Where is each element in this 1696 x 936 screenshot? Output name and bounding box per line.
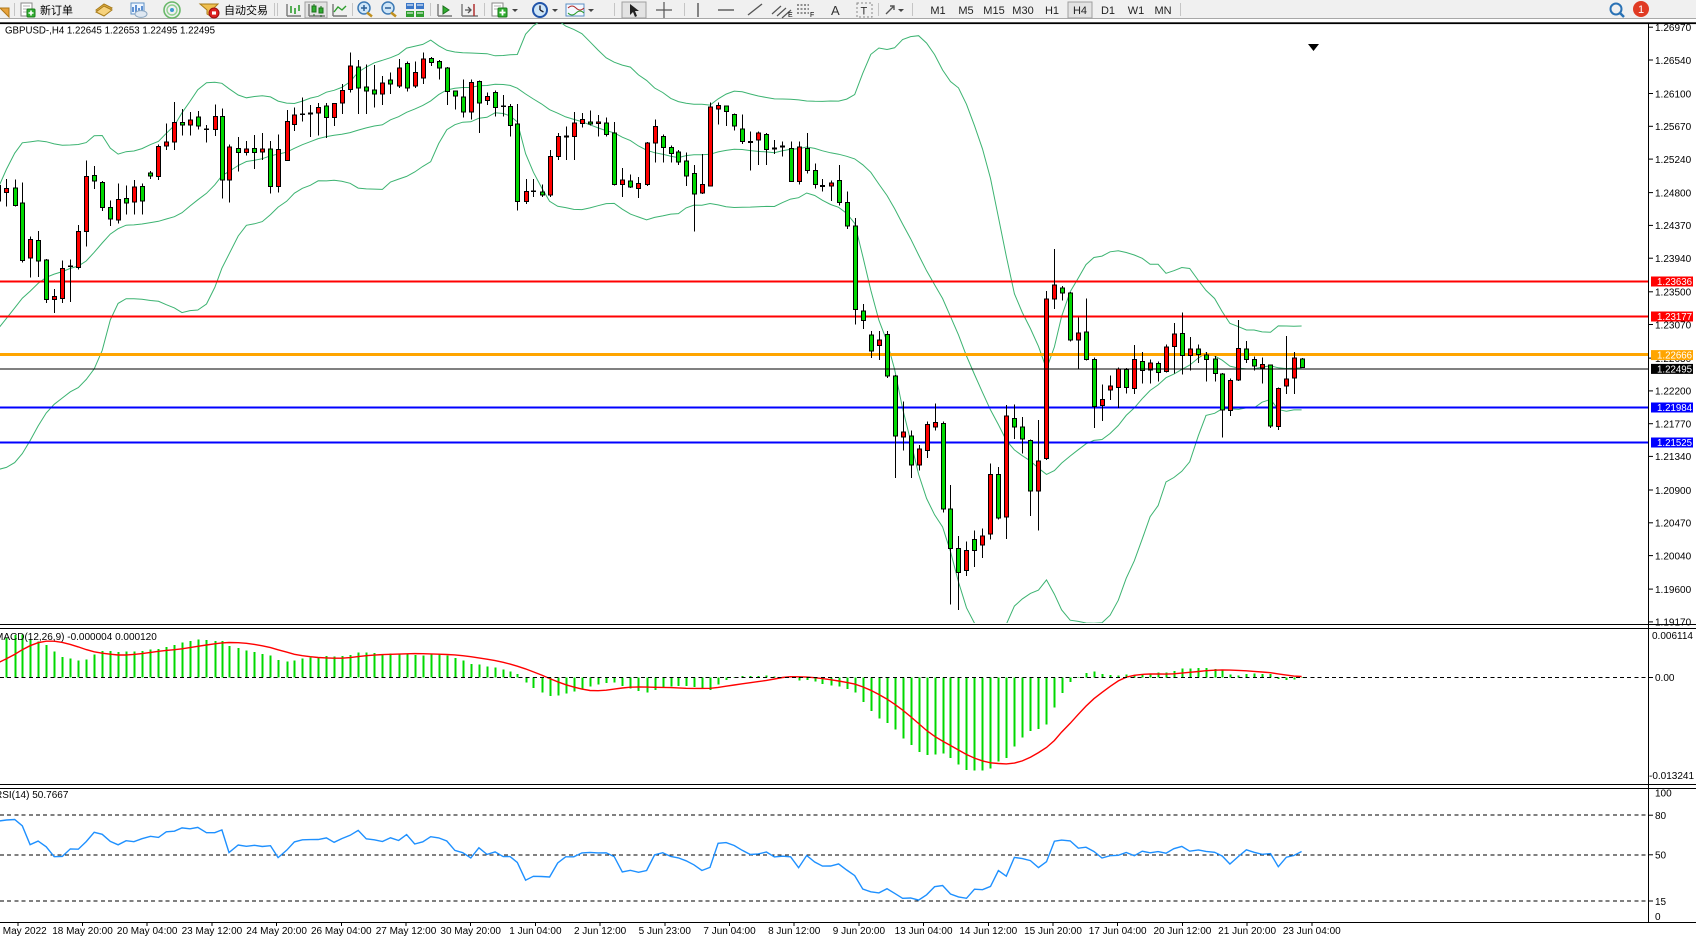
svg-text:13 Jun 04:00: 13 Jun 04:00 <box>895 926 953 936</box>
svg-text:20 May 04:00: 20 May 04:00 <box>117 926 178 936</box>
svg-text:23 Jun 04:00: 23 Jun 04:00 <box>1283 926 1341 936</box>
svg-text:1 Jun 04:00: 1 Jun 04:00 <box>509 926 562 936</box>
svg-text:0: 0 <box>1655 912 1661 923</box>
svg-text:1.21340: 1.21340 <box>1655 452 1692 463</box>
svg-text:50: 50 <box>1655 851 1667 862</box>
svg-text:1.25240: 1.25240 <box>1655 155 1692 166</box>
svg-text:1.22200: 1.22200 <box>1655 387 1692 398</box>
svg-text:18 May 20:00: 18 May 20:00 <box>52 926 113 936</box>
svg-text:1.23070: 1.23070 <box>1655 320 1692 331</box>
svg-text:M5: M5 <box>958 5 973 17</box>
svg-text:9 Jun 20:00: 9 Jun 20:00 <box>833 926 886 936</box>
svg-text:M15: M15 <box>983 5 1004 17</box>
svg-text:1.23636: 1.23636 <box>1657 277 1692 288</box>
svg-text:1.20470: 1.20470 <box>1655 519 1692 530</box>
svg-text:E: E <box>788 12 793 19</box>
svg-text:1.23500: 1.23500 <box>1655 288 1692 299</box>
svg-text:D1: D1 <box>1101 5 1115 17</box>
svg-text:23 May 12:00: 23 May 12:00 <box>182 926 243 936</box>
svg-text:1.23177: 1.23177 <box>1657 312 1692 323</box>
svg-text:1.21770: 1.21770 <box>1655 420 1692 431</box>
svg-text:1.21984: 1.21984 <box>1657 403 1693 414</box>
svg-text:1.26100: 1.26100 <box>1655 89 1692 100</box>
svg-text:F: F <box>810 12 814 19</box>
svg-text:0.00: 0.00 <box>1655 673 1675 684</box>
svg-text:1.23940: 1.23940 <box>1655 254 1692 265</box>
svg-text:1.19170: 1.19170 <box>1655 618 1692 629</box>
svg-text:5 Jun 23:00: 5 Jun 23:00 <box>639 926 692 936</box>
svg-text:17 May 2022: 17 May 2022 <box>0 926 47 936</box>
svg-text:-0.013241: -0.013241 <box>1649 771 1694 782</box>
svg-text:1.26970: 1.26970 <box>1655 23 1692 34</box>
svg-text:A: A <box>831 3 840 18</box>
svg-text:15: 15 <box>1655 897 1667 908</box>
svg-text:T: T <box>861 6 868 18</box>
svg-text:新订单: 新订单 <box>40 3 73 17</box>
svg-text:80: 80 <box>1655 811 1667 822</box>
svg-text:17 Jun 04:00: 17 Jun 04:00 <box>1089 926 1147 936</box>
svg-text:1.21525: 1.21525 <box>1657 438 1692 449</box>
svg-text:2 Jun 12:00: 2 Jun 12:00 <box>574 926 627 936</box>
svg-text:H4: H4 <box>1073 5 1087 17</box>
svg-text:15 Jun 20:00: 15 Jun 20:00 <box>1024 926 1082 936</box>
svg-text:1.24370: 1.24370 <box>1655 221 1692 232</box>
svg-text:0.006114: 0.006114 <box>1652 631 1693 642</box>
svg-text:M30: M30 <box>1012 5 1033 17</box>
svg-text:H1: H1 <box>1045 5 1059 17</box>
svg-text:27 May 12:00: 27 May 12:00 <box>376 926 437 936</box>
svg-text:20 Jun 12:00: 20 Jun 12:00 <box>1153 926 1211 936</box>
svg-text:7 Jun 04:00: 7 Jun 04:00 <box>703 926 756 936</box>
svg-text:1.24800: 1.24800 <box>1655 188 1692 199</box>
svg-text:1.22495: 1.22495 <box>1657 364 1692 375</box>
svg-text:1: 1 <box>1638 4 1644 16</box>
svg-text:GBPUSD-,H4 1.22645 1.22653 1.: GBPUSD-,H4 1.22645 1.22653 1.22495 1.224… <box>5 26 215 37</box>
svg-text:1.22666: 1.22666 <box>1657 351 1692 362</box>
svg-text:MACD(12,26,9) -0.000004 0.0001: MACD(12,26,9) -0.000004 0.000120 <box>0 632 157 643</box>
svg-text:1.26540: 1.26540 <box>1655 56 1692 67</box>
svg-text:8 Jun 12:00: 8 Jun 12:00 <box>768 926 821 936</box>
svg-text:1.20040: 1.20040 <box>1655 551 1692 562</box>
svg-text:W1: W1 <box>1128 5 1145 17</box>
svg-text:MN: MN <box>1154 5 1171 17</box>
svg-text:1.19600: 1.19600 <box>1655 585 1692 596</box>
svg-text:14 Jun 12:00: 14 Jun 12:00 <box>959 926 1017 936</box>
svg-text:24 May 20:00: 24 May 20:00 <box>246 926 307 936</box>
svg-text:1.20900: 1.20900 <box>1655 486 1692 497</box>
svg-text:100: 100 <box>1655 789 1672 800</box>
svg-text:自动交易: 自动交易 <box>224 3 268 17</box>
svg-text:21 Jun 20:00: 21 Jun 20:00 <box>1218 926 1276 936</box>
svg-text:1.25670: 1.25670 <box>1655 122 1692 133</box>
svg-text:M1: M1 <box>930 5 945 17</box>
svg-text:26 May 04:00: 26 May 04:00 <box>311 926 372 936</box>
svg-text:RSI(14) 50.7667: RSI(14) 50.7667 <box>0 790 69 801</box>
svg-text:30 May 20:00: 30 May 20:00 <box>440 926 501 936</box>
